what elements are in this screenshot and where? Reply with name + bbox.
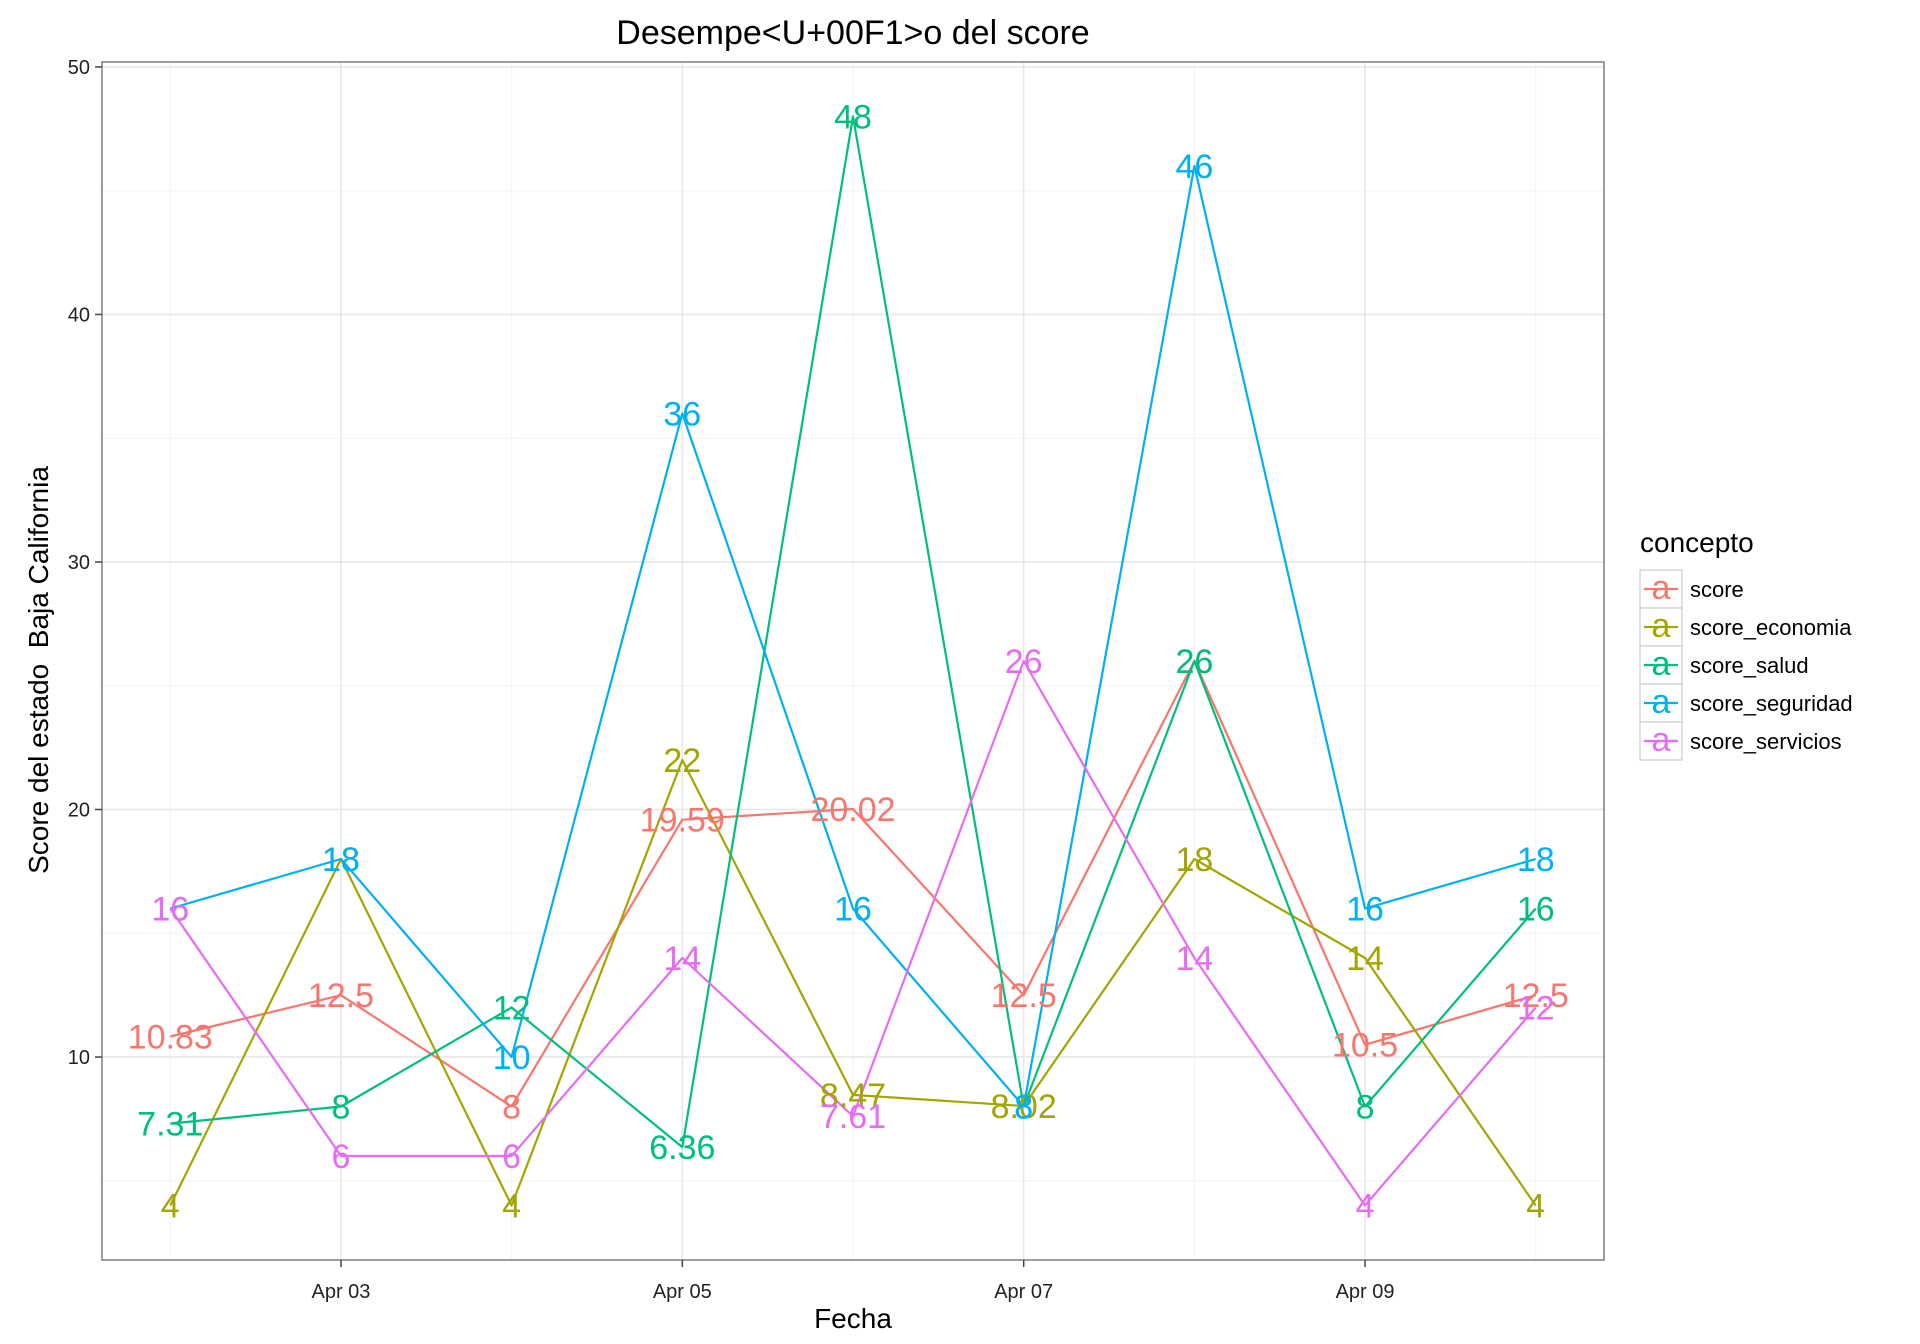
y-tick-label: 50 [68, 57, 90, 79]
data-label: 20.02 [810, 791, 895, 829]
legend-item-score_seguridad: a score_seguridad [1639, 683, 1853, 723]
data-label: 14 [1346, 940, 1384, 978]
legend-title: concepto [1640, 527, 1754, 558]
data-label: 10.83 [128, 1018, 213, 1056]
data-label: 8 [1356, 1089, 1375, 1127]
data-label: 4 [161, 1188, 180, 1226]
series-line-score [170, 659, 1537, 1108]
y-tick-label: 20 [68, 800, 90, 822]
data-label: 14 [663, 940, 701, 978]
legend-label: score_seguridad [1690, 691, 1853, 716]
data-label: 48 [834, 98, 872, 136]
data-label: 8 [331, 1089, 350, 1127]
chart-title: Desempe<U+00F1>o del score [616, 14, 1089, 52]
x-tick-label: Apr 05 [653, 1281, 712, 1303]
legend-label: score_economia [1690, 615, 1852, 640]
data-label: 26 [1175, 643, 1213, 681]
data-label: 16 [834, 891, 872, 929]
data-label: 10 [493, 1039, 531, 1077]
y-tick-label: 40 [68, 304, 90, 326]
data-label: 7.61 [820, 1098, 886, 1136]
data-label: 8 [1014, 1089, 1033, 1127]
series-layer [169, 115, 1537, 1207]
legend-key-glyph: a [1652, 645, 1671, 683]
data-label: 19.59 [640, 802, 725, 840]
data-label: 12.5 [308, 977, 374, 1015]
data-label: 18 [322, 841, 360, 879]
data-label: 6.36 [649, 1129, 715, 1167]
data-label: 8.47 [820, 1077, 886, 1115]
data-label: 10.5 [1332, 1027, 1398, 1065]
legend-key-glyph: a [1652, 683, 1671, 721]
data-label: 18 [1175, 841, 1213, 879]
data-label: 4 [1356, 1188, 1375, 1226]
data-label: 16 [151, 891, 189, 929]
data-label: 18 [322, 841, 360, 879]
legend-item-score: a score [1639, 569, 1744, 609]
x-axis: Apr 03 Apr 05 Apr 07 Apr 09 [311, 1260, 1395, 1303]
legend-item-score_economia: a score_economia [1639, 607, 1852, 647]
x-tick-label: Apr 09 [1336, 1281, 1395, 1303]
series-line-score_salud [170, 115, 1537, 1149]
series-line-score_economia [169, 758, 1537, 1207]
data-label: 6 [331, 1138, 350, 1176]
data-label: 16 [151, 891, 189, 929]
y-axis-title: Score del estado Baja California [23, 466, 54, 874]
data-label: 36 [663, 395, 701, 433]
data-label: 12.5 [991, 977, 1057, 1015]
x-axis-title: Fecha [814, 1303, 892, 1334]
data-label: 46 [1175, 148, 1213, 186]
legend-label: score [1690, 577, 1744, 602]
data-label: 7.31 [137, 1106, 203, 1144]
data-label: 12 [493, 990, 531, 1028]
y-tick-label: 10 [68, 1047, 90, 1069]
data-labels-layer: 10.83 12.5 8 19.59 20.02 12.5 26 10.5 12.5 4 18 4 22… [128, 98, 1569, 1225]
legend-label: score_servicios [1690, 729, 1842, 754]
plot-panel [101, 61, 1605, 1261]
data-label: 22 [663, 742, 701, 780]
panel-border [101, 61, 1605, 1261]
data-label: 8 [502, 1089, 521, 1127]
data-label: 16 [1346, 891, 1384, 929]
data-label: 6 [502, 1138, 521, 1176]
x-tick-label: Apr 03 [311, 1281, 370, 1303]
legend-key-glyph: a [1652, 721, 1671, 759]
series-line-score_seguridad [169, 164, 1537, 1108]
legend-key-glyph: a [1652, 569, 1671, 607]
data-label: 14 [1175, 940, 1213, 978]
data-label: 4 [1526, 1188, 1545, 1226]
data-label: 26 [1005, 643, 1043, 681]
data-label: 12.5 [1503, 977, 1569, 1015]
y-axis: 10 20 30 40 50 [68, 57, 102, 1069]
data-label: 4 [502, 1188, 521, 1226]
legend-key-glyph: a [1652, 607, 1671, 645]
data-label: 8 [1014, 1089, 1033, 1127]
series-line-score_servicios [169, 659, 1537, 1207]
data-label: 18 [1517, 841, 1555, 879]
legend-item-score_servicios: a score_servicios [1639, 721, 1842, 761]
data-label: 12 [1517, 990, 1555, 1028]
x-tick-label: Apr 07 [994, 1281, 1053, 1303]
legend-label: score_salud [1690, 653, 1809, 678]
data-label: 16 [1517, 891, 1555, 929]
data-label: 26 [1175, 643, 1213, 681]
legend-item-score_salud: a score_salud [1639, 645, 1809, 685]
y-tick-label: 30 [68, 552, 90, 574]
data-label: 8.02 [991, 1088, 1057, 1126]
